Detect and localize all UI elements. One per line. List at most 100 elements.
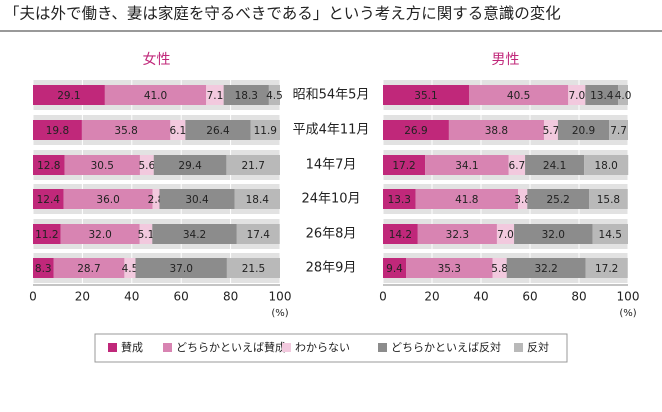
bar-segment <box>585 258 628 278</box>
value-label: 35.8 <box>114 125 137 137</box>
bar-segment <box>206 85 224 105</box>
value-label: 32.0 <box>88 229 111 241</box>
bar-segment <box>383 224 418 244</box>
x-tick-label: 80 <box>223 290 238 304</box>
x-tick-label: 80 <box>571 290 586 304</box>
value-label: 26.4 <box>206 125 230 137</box>
bar-segment <box>159 189 235 209</box>
value-label: 12.8 <box>37 160 60 172</box>
value-label: 14.2 <box>389 229 412 241</box>
bar-segment <box>618 85 628 105</box>
value-label: 41.8 <box>455 194 478 206</box>
value-label: 13.4 <box>590 90 614 102</box>
value-label: 7.7 <box>610 125 627 137</box>
category-label: 28年9月 <box>306 261 357 276</box>
value-label: 5.1 <box>138 229 155 241</box>
bar-segment <box>185 120 251 140</box>
bar-segment <box>468 85 569 105</box>
bar-segment <box>250 120 280 140</box>
x-tick-label: 60 <box>522 290 537 304</box>
bar-segment <box>527 189 590 209</box>
bar-segment <box>33 224 61 244</box>
x-tick-label: 100 <box>269 290 292 304</box>
value-label: 11.9 <box>254 125 277 137</box>
bar-segment <box>60 224 140 244</box>
x-tick-label: 20 <box>424 290 439 304</box>
bar-segment <box>383 155 426 175</box>
value-label: 18.0 <box>594 160 617 172</box>
value-label: 15.8 <box>597 194 620 206</box>
bar-segment <box>514 224 593 244</box>
bar-segment <box>568 85 586 105</box>
value-label: 7.1 <box>207 90 224 102</box>
value-label: 38.8 <box>485 125 508 137</box>
x-tick-label: 0 <box>379 290 387 304</box>
value-label: 14.5 <box>599 229 622 241</box>
bar-segment <box>63 189 153 209</box>
bar-segment <box>223 85 269 105</box>
value-label: 26.9 <box>404 125 427 137</box>
x-axis-label: (%) <box>271 308 288 319</box>
category-label: 昭和54年5月 <box>293 88 370 103</box>
bar-segment <box>64 155 140 175</box>
bar-segment <box>152 224 237 244</box>
bar-segment <box>170 120 186 140</box>
value-label: 32.0 <box>542 229 565 241</box>
bar-segment <box>383 85 469 105</box>
legend-label: わからない <box>295 341 350 354</box>
bar-segment <box>496 224 515 244</box>
bar-segment <box>492 258 507 278</box>
value-label: 32.3 <box>446 229 469 241</box>
value-label: 36.0 <box>96 194 119 206</box>
value-label: 34.1 <box>455 160 478 172</box>
value-label: 29.1 <box>57 90 80 102</box>
bar-segment <box>268 85 280 105</box>
legend-label: 反対 <box>527 340 549 354</box>
legend-box <box>94 333 568 363</box>
category-label: 14年7月 <box>306 158 357 173</box>
value-label: 17.2 <box>595 263 618 275</box>
bar-segment <box>525 155 585 175</box>
bar-segment <box>508 155 526 175</box>
bar-segment <box>139 155 154 175</box>
category-label: 平成4年11月 <box>293 123 370 138</box>
bar-segment <box>234 189 280 209</box>
x-tick-label: 60 <box>174 290 189 304</box>
bar-segment <box>589 189 628 209</box>
value-label: 41.0 <box>144 90 167 102</box>
bar-segment <box>33 155 65 175</box>
value-label: 37.0 <box>170 263 193 275</box>
value-label: 34.2 <box>183 229 206 241</box>
value-label: 4.5 <box>122 263 139 275</box>
bar-segment <box>124 258 136 278</box>
value-label: 17.4 <box>247 229 271 241</box>
bar-segment <box>33 85 105 105</box>
bar-segment <box>104 85 207 105</box>
value-label: 21.5 <box>242 263 265 275</box>
category-label: 24年10月 <box>301 192 360 207</box>
bar-segment <box>383 189 416 209</box>
bar-segment <box>139 224 153 244</box>
x-tick-label: 20 <box>75 290 90 304</box>
value-label: 6.7 <box>509 160 526 172</box>
chart-title: 男性 <box>492 52 520 68</box>
bar-segment <box>81 120 171 140</box>
value-label: 4.5 <box>266 90 283 102</box>
legend-label: 賛成 <box>121 340 143 354</box>
value-label: 5.7 <box>543 125 560 137</box>
value-label: 7.0 <box>497 229 514 241</box>
bar-segment <box>585 85 619 105</box>
legend-swatch <box>108 343 117 352</box>
bar-segment <box>383 120 449 140</box>
bar-segment <box>417 224 497 244</box>
legend-label: どちらかといえば反対 <box>391 340 501 354</box>
bar-segment <box>425 155 509 175</box>
value-label: 3.8 <box>514 194 531 206</box>
value-label: 30.5 <box>91 160 114 172</box>
bar-segment <box>406 258 493 278</box>
value-label: 7.0 <box>568 90 585 102</box>
legend-swatch <box>163 343 172 352</box>
value-label: 35.3 <box>438 263 461 275</box>
bar-segment <box>543 120 558 140</box>
chart-title: 女性 <box>143 51 171 68</box>
